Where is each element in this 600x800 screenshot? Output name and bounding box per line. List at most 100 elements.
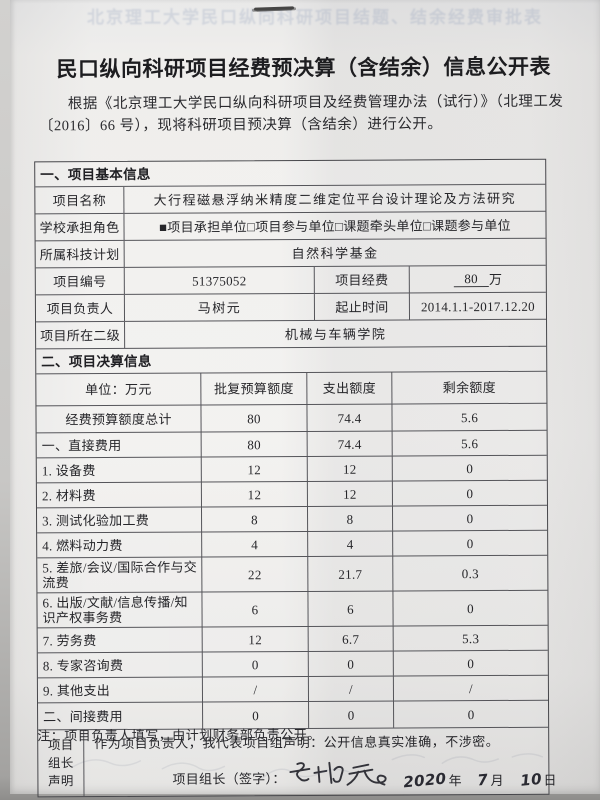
cell-remaining: 0 (391, 480, 547, 506)
table-row-travel-conference: 5. 差旅/会议/国际合作与交流费 22 21.7 0.3 (37, 554, 548, 593)
cell-value: 大行程磁悬浮纳米精度二维定位平台设计理论及方法研究 (123, 184, 546, 213)
funding-unit: 万 (488, 271, 503, 287)
cell-spent: 21.7 (307, 556, 393, 591)
signature-handwriting (289, 761, 387, 786)
cell-label: 经费预算额度总计 (65, 411, 172, 427)
section-decision-info-header: 二、项目决算信息 (36, 345, 547, 374)
col-header-spent: 支出额度 (306, 372, 392, 404)
cell-budget: 80 (200, 404, 307, 432)
cell-remaining: 0 (393, 700, 549, 728)
cell-spent: 6.7 (307, 626, 393, 651)
cell-remaining: 0 (391, 455, 547, 481)
table-row-materials: 2. 材料费 12 12 0 (36, 479, 547, 508)
cell-remaining: 0 (392, 590, 548, 626)
cell-spent: 12 (306, 456, 392, 481)
cell-label: 起止时间 (313, 293, 410, 320)
cell-pi-name: 马树元 (123, 293, 315, 321)
ghost-bleed-text: 北京理工大学民口纵向科研项目结题、结余经费审批表 (87, 8, 543, 27)
cell-value: 自然科学基金 (123, 238, 546, 267)
table-row-total: 经费预算额度总计 80 74.4 5.6 (36, 402, 547, 433)
col-header-remaining: 剩余额度 (391, 371, 547, 404)
table-row-testing: 3. 测试化验加工费 8 8 0 (36, 504, 548, 533)
cell-label: 6. 出版/文献/信息传播/知识产权事务费 (42, 594, 188, 626)
cell-duration: 2014.1.1-2017.12.20 (408, 292, 547, 320)
cell-remaining: / (392, 675, 549, 701)
table-row-other-expenses: 9. 其他支出 / / / (37, 674, 549, 703)
cell-budget: 12 (201, 626, 308, 652)
table-row-department: 项目所在二级 机械与车辆学院 (36, 318, 547, 349)
cell-budget: 4 (201, 531, 308, 557)
paper-sheet: 北京理工大学民口纵向科研项目结题、结余经费审批表 民口纵向科研项目经费预决算（含… (10, 0, 600, 798)
cell-label: 7. 劳务费 (42, 632, 97, 648)
cell-spent: 74.4 (306, 404, 392, 431)
cell-budget: 0 (201, 651, 308, 677)
table-row-project-no-funding: 项目编号 51375052 项目经费 80 万 (35, 264, 546, 295)
cell-label: 一、直接费用 (41, 437, 122, 453)
cell-remaining: 0 (392, 530, 548, 556)
cell-value: 机械与车辆学院 (124, 319, 547, 348)
cell-label: 项目经费 (313, 266, 409, 293)
col-header-budget: 批复预算额度 (200, 372, 307, 405)
funding-amount: 80 (453, 271, 489, 288)
cell-value-role-checkboxes: ■项目承担单位□项目参与单位□课题牵头单位□课题参与单位 (123, 211, 546, 240)
section-title: 二、项目决算信息 (41, 353, 152, 369)
cell-label: 项目所在二级 (40, 327, 121, 343)
cell-remaining: 5.3 (392, 625, 548, 651)
cell-budget: 8 (200, 506, 308, 532)
cell-remaining: 0 (391, 505, 548, 531)
cell-spent: 0 (307, 651, 393, 676)
statement-row: 项目 组长 声明 作为项目负责人，我代表项目组声明：公开信息真实准确，不涉密。 … (38, 726, 571, 797)
cell-spent: 6 (307, 591, 393, 626)
cell-spent: 74.4 (306, 431, 392, 456)
cell-remaining: 0.3 (392, 555, 548, 591)
cell-remaining: 5.6 (391, 430, 547, 456)
cell-budget: 12 (200, 481, 307, 507)
cell-label: 所属科技计划 (39, 246, 120, 262)
section-basic-info-header: 一、项目基本信息 (35, 160, 545, 187)
table-row-publication-ip: 6. 出版/文献/信息传播/知识产权事务费 6 6 0 (37, 589, 548, 628)
table-row-direct-costs: 一、直接费用 80 74.4 5.6 (36, 429, 547, 458)
table-row-fuel-power: 4. 燃料动力费 4 4 0 (37, 529, 548, 558)
table-row-school-role: 学校承担角色 ■项目承担单位□项目参与单位□课题牵头单位□课题参与单位 (35, 210, 546, 241)
cell-spent: 8 (306, 506, 393, 531)
cell-label: 1. 设备费 (41, 462, 96, 478)
ghost-handwriting (71, 753, 544, 779)
cell-spent: 0 (308, 701, 394, 728)
intro-paragraph: 根据《北京理工大学民口纵向科研项目及经费管理办法（试行）》（北理工发〔2016〕… (38, 93, 564, 135)
table-row-project-name: 项目名称 大行程磁悬浮纳米精度二维定位平台设计理论及方法研究 (35, 183, 546, 214)
cell-label: 项目名称 (52, 192, 107, 208)
table-row-expert-consult: 8. 专家咨询费 0 0 0 (37, 649, 548, 678)
form-table: 一、项目基本信息 项目名称 大行程磁悬浮纳米精度二维定位平台设计理论及方法研究 … (34, 158, 571, 798)
table-row-program: 所属科技计划 自然科学基金 (35, 237, 546, 268)
table-row-labor: 7. 劳务费 12 6.7 5.3 (37, 624, 548, 653)
cell-budget: 12 (200, 456, 307, 482)
cell-label: 5. 差旅/会议/国际合作与交流费 (42, 559, 198, 591)
cell-spent: 12 (306, 481, 392, 506)
cell-project-number: 51375052 (123, 266, 314, 294)
col-header-unit: 单位：万元 (85, 381, 152, 398)
page-title: 民口纵向科研项目经费预决算（含结余）信息公开表 (56, 54, 552, 82)
cell-budget: 80 (200, 431, 307, 457)
statement-cell: 作为项目负责人，我代表项目组声明：公开信息真实准确，不涉密。 项目组长（签字）： (83, 727, 571, 797)
cell-label: 学校承担角色 (39, 219, 120, 235)
table-row-pi-duration: 项目负责人 马树元 起止时间 2014.1.1-2017.12.20 (35, 291, 547, 322)
cell-label: 4. 燃料动力费 (42, 537, 123, 553)
decision-column-header-row: 单位：万元 批复预算额度 支出额度 剩余额度 (36, 370, 547, 406)
section-title: 一、项目基本信息 (40, 166, 151, 182)
cell-label: 项目编号 (53, 273, 107, 289)
cell-budget: 22 (201, 556, 308, 592)
table-row-equipment: 1. 设备费 12 12 0 (36, 454, 547, 483)
cell-label: 9. 其他支出 (42, 682, 111, 698)
cell-spent: / (307, 676, 394, 701)
cell-spent: 4 (307, 531, 393, 556)
cell-remaining: 5.6 (391, 403, 547, 431)
signature-line: 项目组长（签字）： (94, 758, 562, 791)
cell-label: 项目负责人 (46, 300, 114, 316)
cell-budget: / (201, 676, 309, 702)
cell-label: 8. 专家咨询费 (42, 657, 124, 673)
cell-label: 2. 材料费 (41, 487, 96, 503)
cell-remaining: 0 (392, 650, 548, 676)
cell-budget: 6 (201, 591, 308, 627)
cell-label: 3. 测试化验加工费 (42, 512, 150, 528)
